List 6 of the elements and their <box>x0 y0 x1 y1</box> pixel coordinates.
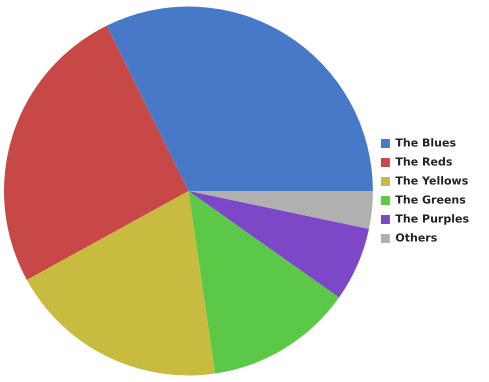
legend-label: Others <box>395 231 438 244</box>
legend-label: The Greens <box>395 193 466 206</box>
legend-label: The Reds <box>395 155 453 168</box>
legend-label: The Yellows <box>395 174 469 188</box>
legend-label: The Blues <box>395 136 456 150</box>
legend-label: The Purples <box>395 212 470 226</box>
